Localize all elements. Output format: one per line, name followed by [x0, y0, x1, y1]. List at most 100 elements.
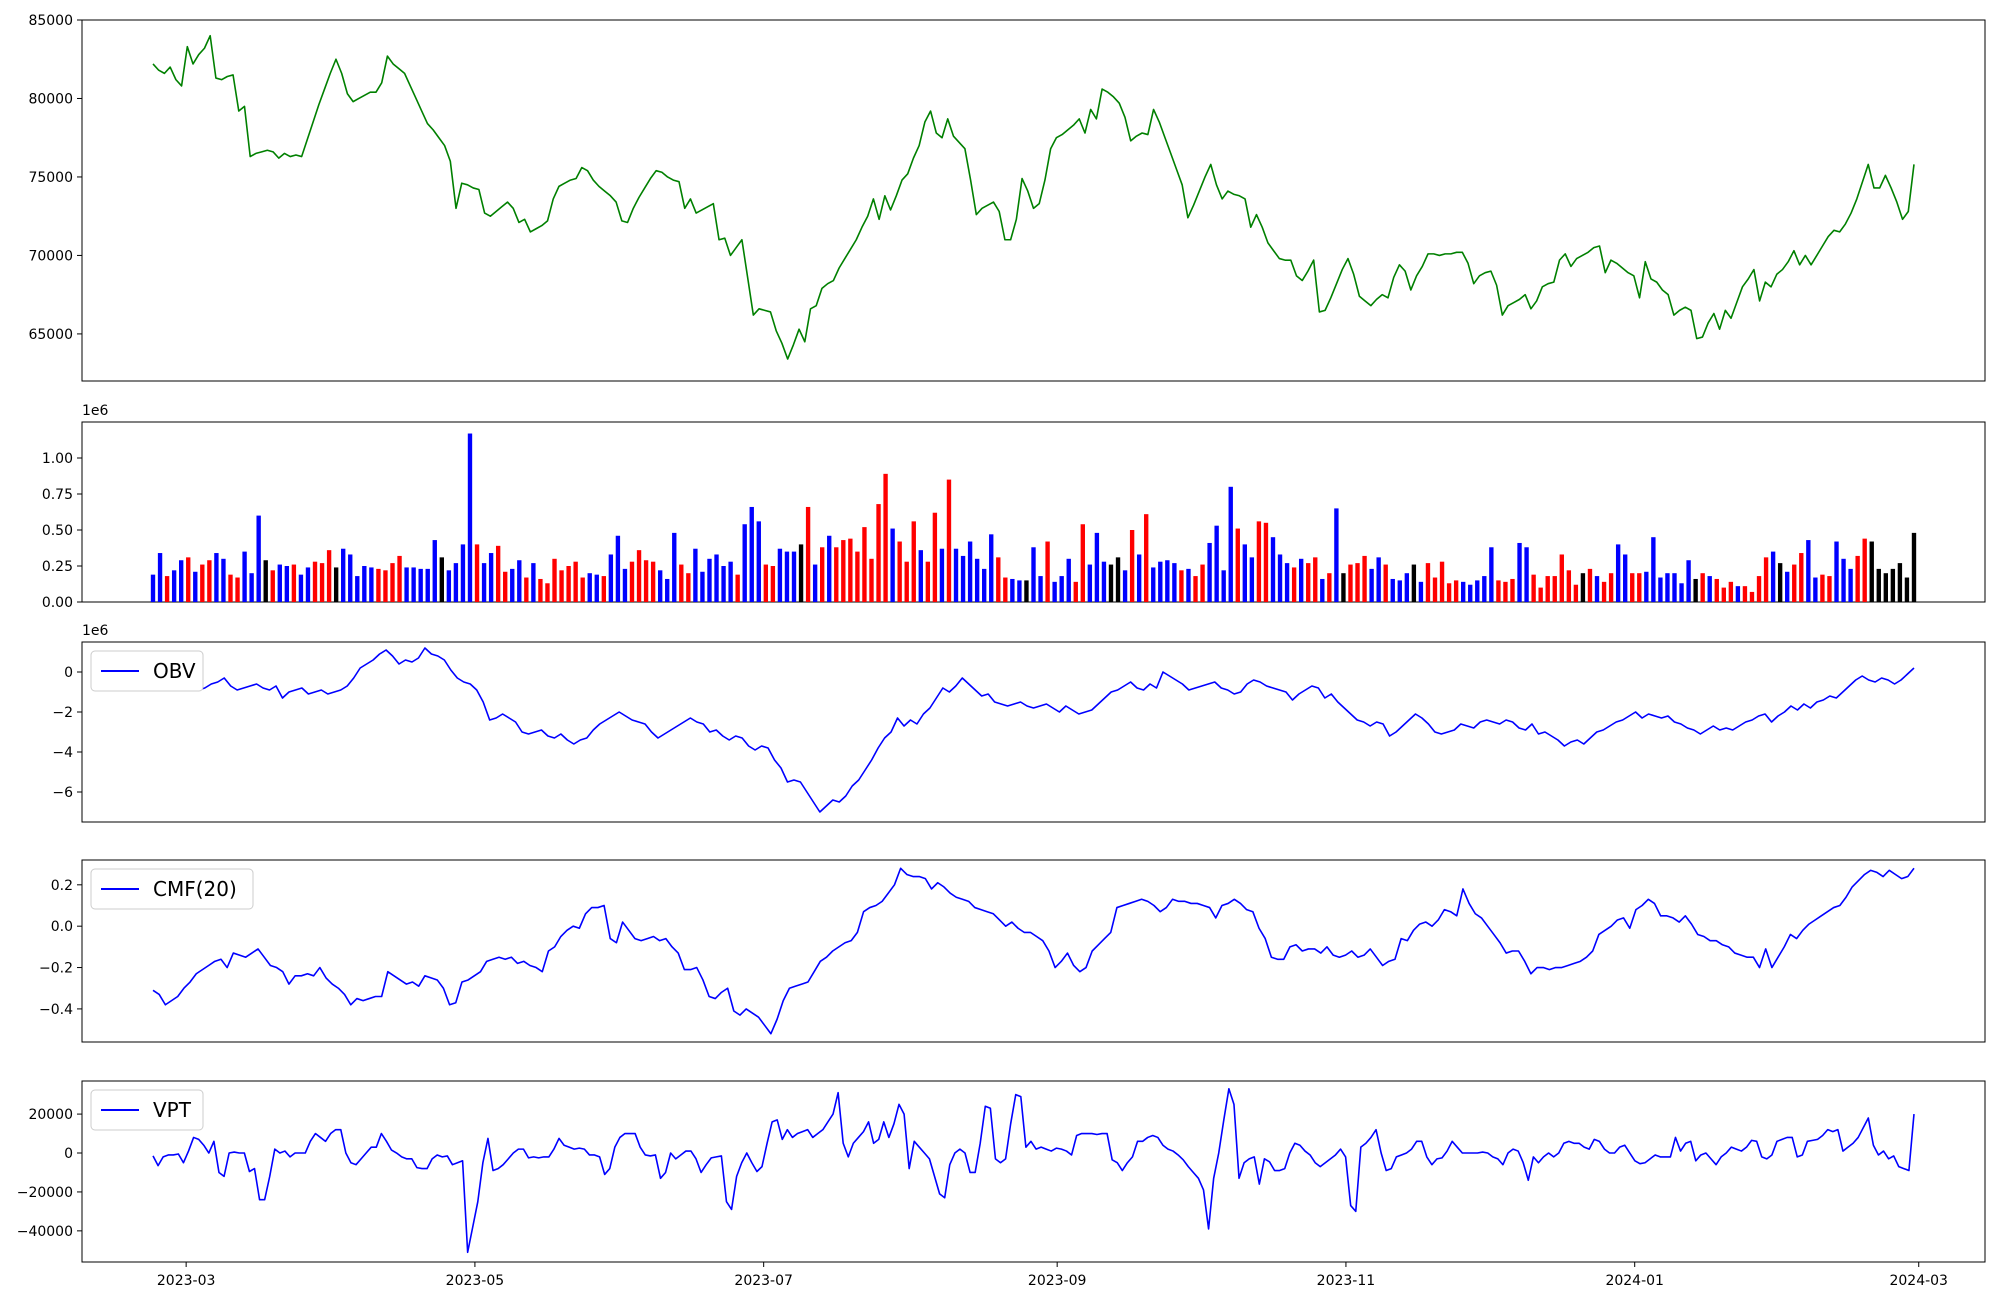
volume-bar: [1362, 555, 1367, 602]
volume-bar: [228, 574, 233, 602]
volume-bar: [1425, 563, 1431, 602]
volume-bar: [848, 538, 853, 602]
volume-bar: [700, 571, 705, 602]
volume-bar: [1623, 554, 1628, 602]
volume-bar: [1792, 564, 1797, 602]
volume-bar: [333, 567, 339, 602]
volume-bar: [1249, 557, 1255, 602]
volume-bar: [1122, 570, 1128, 602]
volume-bar: [298, 574, 304, 602]
volume-bar: [1468, 584, 1473, 602]
volume-bar: [1221, 570, 1226, 602]
volume-bar: [1277, 554, 1283, 602]
volume-bar: [1890, 568, 1896, 602]
y-tick-label-3-3: 0.2: [51, 878, 73, 894]
volume-bar: [573, 561, 578, 602]
volume-bar: [1742, 586, 1748, 602]
volume-bar: [982, 568, 987, 602]
volume-bar: [1834, 541, 1839, 602]
volume-bar: [488, 553, 494, 602]
volume-bar: [1496, 580, 1501, 602]
x-tick-label-6: 2024-03: [1889, 1273, 1948, 1289]
volume-bar: [439, 557, 444, 602]
legend-label-2: OBV: [153, 659, 196, 683]
volume-bar: [862, 527, 867, 602]
volume-bar: [1693, 578, 1698, 602]
volume-bar: [566, 566, 571, 602]
volume-bar: [411, 567, 416, 602]
volume-bar: [1270, 537, 1276, 602]
volume-bar: [1608, 573, 1614, 602]
volume-bar: [629, 561, 635, 602]
volume-bar: [820, 547, 825, 602]
y-tick-label-0-4: 85000: [28, 13, 73, 29]
series-line-3: [152, 867, 1915, 1035]
volume-bar: [650, 561, 656, 602]
volume-bar: [1320, 578, 1325, 602]
volume-bar: [341, 548, 346, 602]
volume-bar: [1200, 564, 1205, 602]
volume-bar: [1580, 573, 1586, 602]
volume-bar: [1158, 561, 1163, 602]
volume-bar: [1045, 541, 1050, 602]
volume-bar: [1151, 567, 1156, 602]
volume-bar: [221, 558, 226, 602]
volume-bar: [791, 551, 797, 602]
volume-bar: [1144, 514, 1149, 602]
legend-box-2: [90, 650, 204, 692]
volume-bar: [1538, 587, 1543, 602]
volume-bar: [1108, 564, 1114, 602]
volume-bar: [974, 558, 980, 602]
volume-bar: [679, 564, 684, 602]
volume-bar: [214, 553, 219, 602]
volume-bar: [1475, 580, 1480, 602]
volume-bar: [777, 548, 783, 602]
volume-bar: [362, 566, 367, 602]
volume-bar: [305, 567, 311, 602]
y-tick-label-4-3: 20000: [28, 1107, 73, 1123]
volume-bar: [756, 521, 761, 602]
volume-bar: [735, 574, 740, 602]
volume-bar: [1876, 568, 1881, 602]
volume-bar: [1489, 547, 1494, 602]
volume-bar: [1165, 560, 1170, 602]
y-tick-label-0-0: 65000: [28, 327, 73, 343]
y-tick-label-2-0: −6: [52, 785, 73, 801]
y-tick-label-0-2: 75000: [28, 170, 73, 186]
volume-bar: [376, 568, 381, 602]
volume-bar: [1841, 558, 1846, 602]
volume-bar: [1728, 581, 1734, 602]
y-tick-label-4-1: −20000: [17, 1185, 73, 1201]
x-tick-label-3: 2023-09: [1028, 1273, 1087, 1289]
volume-bar: [1601, 581, 1607, 602]
volume-bar: [383, 570, 388, 602]
volume-bar: [460, 544, 466, 602]
volume-bar: [179, 560, 184, 602]
legend-box-4: [90, 1089, 204, 1131]
volume-bar: [1848, 568, 1853, 602]
series-line-4: [152, 1087, 1915, 1254]
volume-bar: [643, 560, 649, 602]
volume-bar: [1334, 508, 1339, 602]
volume-bar: [1355, 563, 1360, 602]
y-tick-label-3-1: −0.2: [39, 961, 73, 977]
volume-bar: [989, 534, 994, 602]
x-tick-label-4: 2023-11: [1317, 1273, 1376, 1289]
volume-bar: [925, 561, 931, 602]
volume-bar: [714, 554, 719, 602]
volume-bar: [1432, 577, 1438, 602]
volume-bar: [1573, 584, 1579, 602]
volume-bar: [763, 564, 769, 602]
volume-bar: [869, 558, 874, 602]
volume-bar: [1397, 580, 1402, 602]
y-tick-label-4-2: 0: [64, 1146, 73, 1162]
volume-bar: [1242, 544, 1247, 602]
volume-bar: [1827, 576, 1832, 602]
volume-bar: [524, 577, 529, 602]
volume-bar: [657, 570, 663, 602]
volume-bar: [1665, 573, 1670, 602]
volume-bar: [841, 540, 846, 602]
y-tick-label-2-2: −2: [52, 705, 73, 721]
volume-bar: [1911, 532, 1917, 602]
